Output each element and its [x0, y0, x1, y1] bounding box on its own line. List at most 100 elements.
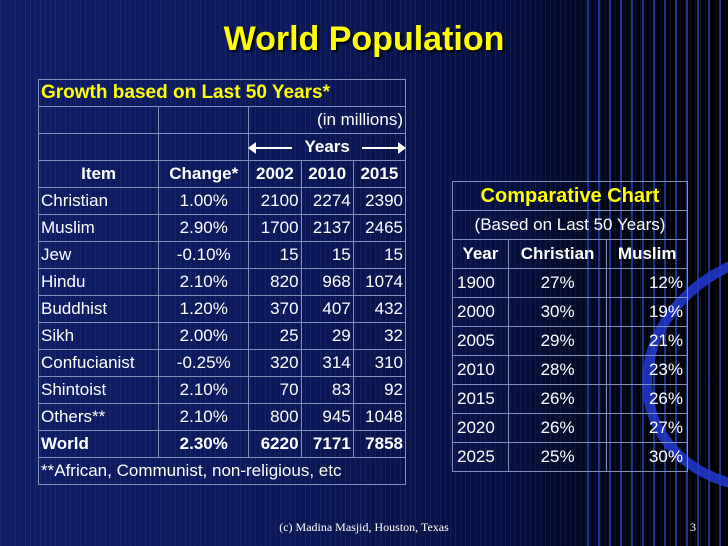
cell-change: 2.10%	[158, 376, 250, 404]
left-arrow-icon	[248, 142, 293, 154]
cell-2002: 1700	[248, 214, 302, 242]
column-header-change: Change*	[158, 160, 250, 188]
table-row: 2025 25% 30%	[452, 442, 688, 472]
table-row: 1900 27% 12%	[452, 268, 688, 298]
cell-2015: 1074	[352, 268, 407, 296]
cell-2002: 370	[248, 295, 302, 323]
column-header-row: Item Change* 2002 2010 2015	[37, 160, 407, 188]
empty-cell	[37, 133, 160, 161]
cell-2010: 29	[300, 322, 354, 350]
footnote: **African, Communist, non-religious, etc	[38, 457, 406, 485]
cell-muslim: 30%	[606, 442, 688, 472]
cell-item: Hindu	[37, 268, 160, 296]
table-row: Shintoist 2.10% 70 83 92	[37, 376, 407, 404]
column-header-2002: 2002	[248, 160, 302, 188]
comparative-heading-row: Comparative Chart	[452, 181, 688, 211]
cell-item: Others**	[37, 403, 160, 431]
cell-item: Muslim	[37, 214, 160, 242]
table-row: 2010 28% 23%	[452, 355, 688, 385]
cell-2002: 2100	[248, 187, 302, 215]
cell-item: Buddhist	[37, 295, 160, 323]
cell-change: 2.10%	[158, 403, 250, 431]
cell-2010: 83	[300, 376, 354, 404]
table-row: Hindu 2.10% 820 968 1074	[37, 268, 407, 296]
footnote-row: **African, Communist, non-religious, etc	[38, 457, 406, 485]
cell-2015: 92	[352, 376, 407, 404]
cell-muslim: 21%	[606, 326, 688, 356]
cell-year: 2015	[452, 384, 509, 414]
cell-item: Shintoist	[37, 376, 160, 404]
cell-muslim: 26%	[606, 384, 688, 414]
cell-year: 2005	[452, 326, 509, 356]
table-row: 2020 26% 27%	[452, 413, 688, 443]
cell-muslim: 23%	[606, 355, 688, 385]
units-row: (in millions)	[37, 106, 406, 134]
table-row: 2000 30% 19%	[452, 297, 688, 327]
cell-item: Confucianist	[37, 349, 160, 377]
cell-2010: 15	[300, 241, 354, 269]
empty-cell	[158, 133, 250, 161]
column-header-muslim: Muslim	[606, 239, 688, 269]
cell-item: Christian	[37, 187, 160, 215]
cell-2010: 407	[300, 295, 354, 323]
cell-christian: 27%	[507, 268, 608, 298]
empty-cell	[158, 106, 250, 134]
cell-year: 2020	[452, 413, 509, 443]
cell-2010: 2137	[300, 214, 354, 242]
cell-2002: 15	[248, 241, 302, 269]
table-row: Others** 2.10% 800 945 1048	[37, 403, 407, 431]
cell-change: 2.90%	[158, 214, 250, 242]
cell-christian: 25%	[507, 442, 608, 472]
cell-2015: 32	[352, 322, 407, 350]
cell-2002: 320	[248, 349, 302, 377]
slide-title: World Population	[223, 20, 505, 58]
cell-2002: 25	[248, 322, 302, 350]
right-arrow-icon	[361, 142, 406, 154]
table-row: Muslim 2.90% 1700 2137 2465	[37, 214, 407, 242]
cell-christian: 29%	[507, 326, 608, 356]
cell-christian: 26%	[507, 384, 608, 414]
page-number: 3	[690, 520, 696, 534]
column-header-christian: Christian	[507, 239, 608, 269]
cell-change: -0.25%	[158, 349, 250, 377]
comparative-subheading-row: (Based on Last 50 Years)	[452, 210, 688, 240]
years-row: Years	[37, 133, 406, 161]
column-header-2010: 2010	[300, 160, 354, 188]
cell-change: -0.10%	[158, 241, 250, 269]
comparative-column-header-row: Year Christian Muslim	[452, 239, 688, 269]
comparative-subheading: (Based on Last 50 Years)	[452, 210, 688, 240]
cell-change: 2.30%	[158, 430, 250, 458]
cell-2002: 800	[248, 403, 302, 431]
cell-item: World	[37, 430, 160, 458]
cell-item: Sikh	[37, 322, 160, 350]
table-row: Jew -0.10% 15 15 15	[37, 241, 407, 269]
cell-christian: 28%	[507, 355, 608, 385]
cell-change: 1.20%	[158, 295, 250, 323]
table-row: Christian 1.00% 2100 2274 2390	[37, 187, 407, 215]
table-row: 2005 29% 21%	[452, 326, 688, 356]
cell-2002: 820	[248, 268, 302, 296]
cell-item: Jew	[37, 241, 160, 269]
empty-cell	[37, 106, 160, 134]
cell-2015: 7858	[352, 430, 407, 458]
cell-2010: 7171	[300, 430, 354, 458]
cell-2015: 1048	[352, 403, 407, 431]
comparative-table: Comparative Chart (Based on Last 50 Year…	[452, 181, 688, 472]
cell-change: 2.00%	[158, 322, 250, 350]
table-row: 2015 26% 26%	[452, 384, 688, 414]
cell-muslim: 19%	[606, 297, 688, 327]
table-heading-row: Growth based on Last 50 Years*	[38, 79, 406, 107]
table-heading: Growth based on Last 50 Years*	[38, 79, 406, 107]
cell-2002: 70	[248, 376, 302, 404]
units-label: (in millions)	[248, 106, 406, 134]
cell-2010: 2274	[300, 187, 354, 215]
years-label: Years	[304, 137, 350, 156]
years-header: Years	[248, 133, 406, 161]
cell-2015: 2390	[352, 187, 407, 215]
cell-2010: 968	[300, 268, 354, 296]
table-row: Buddhist 1.20% 370 407 432	[37, 295, 407, 323]
cell-change: 2.10%	[158, 268, 250, 296]
table-row: Confucianist -0.25% 320 314 310	[37, 349, 407, 377]
cell-2015: 310	[352, 349, 407, 377]
